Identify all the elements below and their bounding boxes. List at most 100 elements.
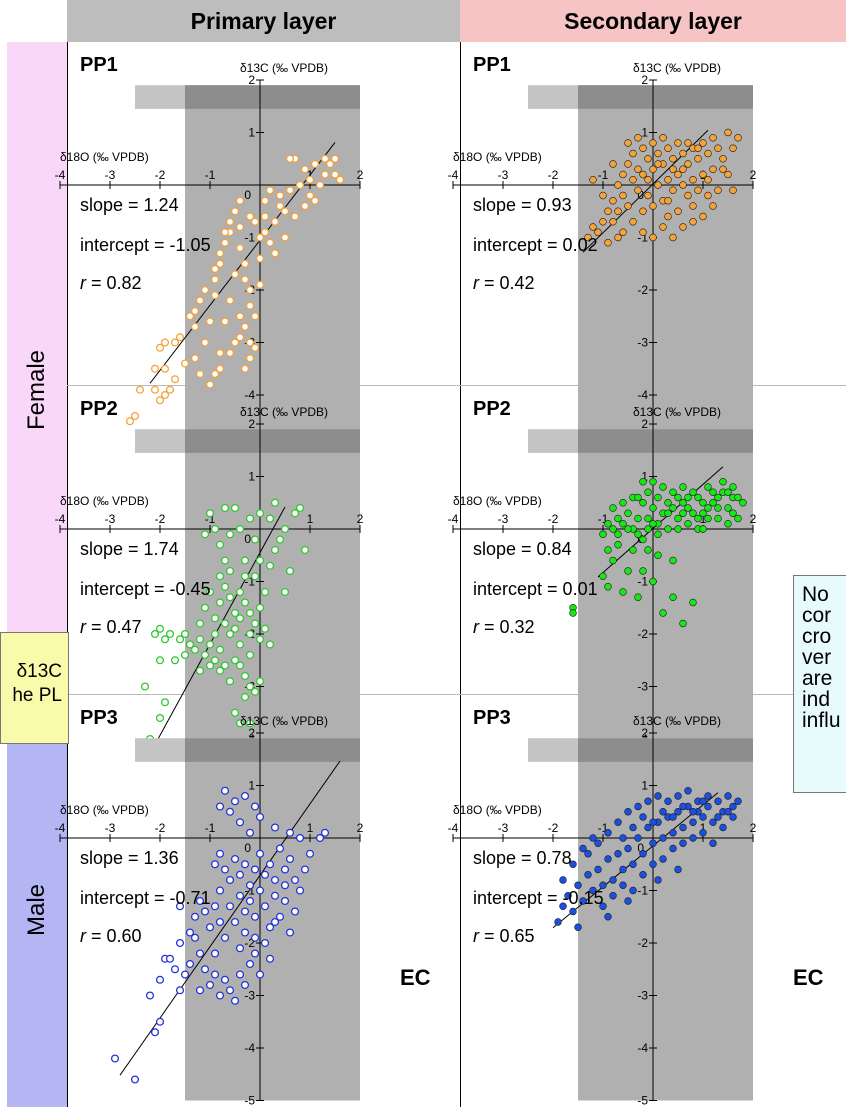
- data-point: [205, 661, 215, 670]
- data-point: [335, 175, 345, 184]
- data-point: [674, 170, 682, 179]
- slope-label: slope = 1.24: [80, 195, 179, 215]
- x-tick-label: 2: [750, 168, 757, 182]
- data-point: [245, 301, 255, 310]
- data-point: [624, 509, 632, 517]
- r-value: = 0.82: [86, 273, 142, 293]
- data-point: [215, 249, 225, 258]
- data-point: [714, 514, 722, 523]
- data-point: [589, 886, 597, 895]
- y-axis-title: δ13C (‰ VPDB): [240, 405, 328, 419]
- data-point: [709, 202, 717, 210]
- panel-title: PP3: [80, 707, 118, 729]
- data-point: [245, 338, 255, 347]
- data-point: [639, 170, 647, 179]
- data-point: [684, 191, 692, 200]
- data-point: [689, 202, 697, 210]
- data-point: [240, 928, 250, 937]
- data-point: [669, 165, 677, 173]
- y-tick-label: -4: [637, 1041, 648, 1055]
- data-point: [265, 640, 275, 649]
- y-tick-label: -2: [637, 936, 648, 950]
- y-tick-label: 2: [248, 417, 255, 431]
- data-point: [679, 181, 687, 189]
- data-point: [235, 614, 245, 623]
- x-tick-label: -2: [155, 512, 166, 526]
- data-point: [729, 802, 737, 811]
- y-tick-label: -3: [244, 989, 255, 1003]
- data-point: [190, 933, 200, 942]
- data-point: [664, 144, 672, 152]
- data-point: [669, 844, 677, 853]
- data-point: [729, 144, 737, 152]
- data-point: [644, 176, 652, 184]
- data-point: [634, 134, 642, 142]
- data-point: [280, 896, 290, 906]
- regression-line: [154, 506, 286, 745]
- r-label: r = 0.32: [473, 617, 535, 638]
- data-point: [220, 975, 230, 984]
- data-point: [649, 233, 657, 242]
- shade-overlap: [185, 429, 360, 453]
- header-secondary-layer: Secondary layer: [460, 0, 846, 42]
- data-point: [270, 217, 280, 226]
- data-point: [559, 902, 567, 910]
- data-point: [210, 614, 220, 623]
- data-point: [255, 635, 265, 644]
- data-point: [679, 839, 687, 847]
- data-point: [325, 159, 335, 169]
- x-tick-label: 2: [357, 512, 364, 526]
- data-point: [230, 656, 240, 665]
- data-point: [694, 155, 702, 163]
- r-symbol: r: [80, 926, 86, 946]
- data-point: [205, 587, 215, 597]
- data-point: [604, 829, 612, 837]
- data-point: [714, 813, 722, 821]
- y-tick-label: 2: [248, 726, 255, 740]
- data-point: [265, 561, 275, 570]
- y-tick-label: 2: [248, 73, 255, 87]
- data-point: [609, 160, 617, 168]
- sidebar-female: [7, 42, 67, 737]
- data-point: [584, 233, 592, 242]
- data-point: [614, 207, 622, 215]
- header-primary-layer: Primary layer: [67, 0, 460, 42]
- data-point: [689, 598, 697, 607]
- data-point: [215, 991, 225, 1000]
- y-tick-label: 0: [244, 532, 251, 546]
- y-tick-label: 1: [641, 126, 648, 140]
- data-point: [300, 201, 310, 211]
- data-point: [719, 478, 727, 486]
- y-axis-title: δ13C (‰ VPDB): [240, 61, 328, 75]
- data-point: [245, 354, 255, 363]
- data-point: [245, 881, 255, 890]
- data-point: [215, 886, 225, 895]
- data-point: [280, 524, 290, 534]
- x-tick-label: -1: [205, 512, 216, 526]
- callout-left-line1: δ13C: [16, 661, 62, 682]
- data-point: [215, 259, 225, 268]
- data-point: [210, 656, 220, 665]
- data-point: [190, 912, 200, 921]
- data-point: [709, 488, 717, 496]
- data-point: [699, 170, 707, 179]
- data-point: [569, 907, 577, 916]
- data-point: [150, 1028, 160, 1037]
- data-point: [719, 155, 727, 163]
- data-point: [225, 807, 235, 816]
- x-tick-label: -3: [105, 512, 116, 526]
- data-point: [669, 504, 677, 512]
- data-point: [220, 556, 230, 565]
- data-point: [614, 530, 622, 538]
- data-point: [619, 881, 627, 889]
- data-point: [634, 834, 642, 842]
- y-tick-label: -1: [637, 575, 648, 589]
- data-point: [220, 228, 230, 237]
- data-point: [659, 609, 667, 617]
- y-tick-label: -1: [637, 884, 648, 898]
- y-tick-label: -4: [244, 1041, 255, 1055]
- data-point: [699, 525, 707, 533]
- data-point: [280, 865, 290, 874]
- data-point: [280, 233, 290, 242]
- sidebar-male: [7, 737, 67, 1107]
